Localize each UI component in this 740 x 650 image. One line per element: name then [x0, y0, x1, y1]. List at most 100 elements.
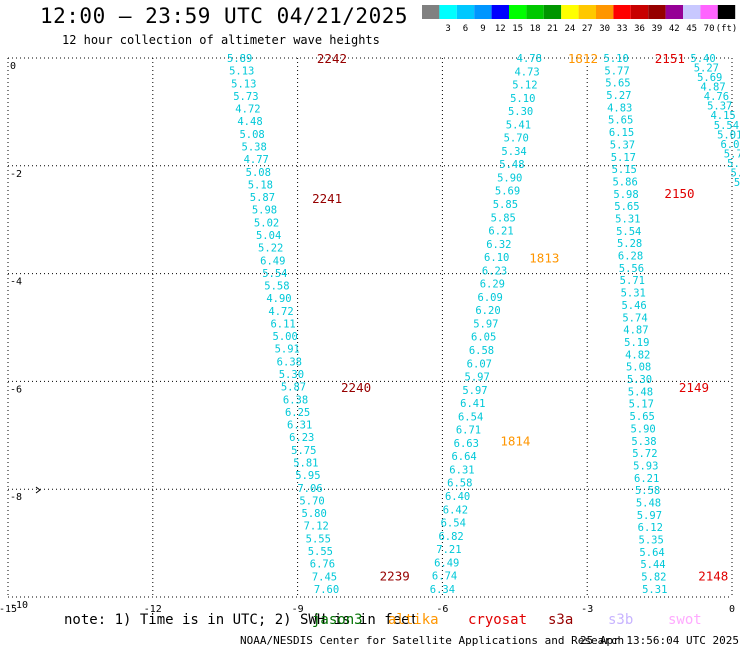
wave-height-value: 4.15	[710, 110, 735, 122]
wave-height-value: 6.76	[310, 559, 335, 571]
wave-height-value: 6.20	[475, 305, 500, 317]
wave-height-value: 6.29	[480, 279, 505, 291]
wave-height-value: 6.23	[289, 432, 314, 444]
pass-number-label[interactable]: 2242	[317, 51, 347, 66]
pass-number-label[interactable]: 2151	[655, 51, 685, 66]
wave-height-value: 4.77	[244, 154, 269, 166]
wave-height-value: 5.08	[246, 167, 271, 179]
wave-height-value: 5.87	[281, 382, 306, 394]
wave-height-value: 5.19	[624, 337, 649, 349]
wave-height-value: 6.09	[478, 292, 503, 304]
wave-height-value: 5.98	[252, 205, 277, 217]
wave-height-value: 5.38	[631, 436, 656, 448]
wave-height-value: 5.80	[302, 508, 327, 520]
wave-height-value: 5.13	[730, 167, 740, 179]
wave-height-value: 5.12	[512, 80, 537, 92]
wave-height-value: 5.89	[227, 53, 252, 65]
wave-height-value: 5.64	[639, 547, 664, 559]
pass-number-label[interactable]: 2150	[664, 186, 694, 201]
wave-height-value: 5.72	[632, 448, 657, 460]
scale-swatch	[596, 5, 614, 19]
wave-height-value: 5.30	[627, 374, 652, 386]
scale-swatch	[509, 5, 527, 19]
wave-height-value: 5.27	[606, 90, 631, 102]
pass-number-label[interactable]: 2241	[312, 191, 342, 206]
wave-height-value: 5.98	[613, 189, 638, 201]
pass-number-label[interactable]: 1814	[500, 434, 530, 449]
wave-height-value: 5.38	[242, 141, 267, 153]
wave-height-value: 7.21	[436, 544, 461, 556]
wave-height-value: 5.81	[293, 458, 318, 470]
wave-height-value: 5.69	[495, 186, 520, 198]
wave-height-value: 5.90	[497, 172, 522, 184]
scale-swatch	[717, 5, 736, 19]
wave-height-value: 5.69	[697, 72, 722, 84]
pass-number-label[interactable]: 1813	[529, 250, 559, 265]
y-tick-label: -8	[10, 492, 22, 503]
wave-height-value: 5.18	[248, 179, 273, 191]
wave-height-value: 5.55	[308, 546, 333, 558]
wave-height-value: 5.82	[641, 572, 666, 584]
wave-height-value: 6.11	[270, 318, 295, 330]
wave-height-value: 7.60	[314, 584, 339, 596]
wave-height-value: 5.30	[279, 369, 304, 381]
wave-height-value: 6.28	[618, 251, 643, 263]
pass-number-label[interactable]: 2239	[380, 568, 410, 583]
y-tick-label: -6	[10, 384, 22, 395]
wave-height-value: 5.37	[707, 101, 732, 113]
x-tick-label: -9	[292, 604, 304, 615]
wave-height-value: 6.58	[447, 478, 472, 490]
wave-height-value: 4.87	[700, 82, 725, 94]
wave-height-value: 5.34	[501, 146, 526, 158]
wave-height-value: 4.82	[625, 349, 650, 361]
wave-height-value: 5.30	[508, 106, 533, 118]
scale-swatch	[561, 5, 579, 19]
scale-swatch	[526, 5, 544, 19]
chart-title: 12:00 — 23:59 UTC 04/21/2025	[40, 4, 409, 28]
pass-number-label[interactable]: 2149	[679, 380, 709, 395]
wave-height-value: 5.97	[465, 372, 490, 384]
wave-height-value: 5.46	[621, 300, 646, 312]
wave-height-value: 6.32	[486, 239, 511, 251]
scale-label: 45	[686, 24, 697, 34]
wave-height-value: 5.01	[717, 129, 740, 141]
wave-height-value: 6.74	[432, 571, 457, 583]
scale-swatch	[630, 5, 649, 19]
wave-height-value: 5.77	[604, 65, 629, 77]
wave-height-value: 5.73	[233, 91, 258, 103]
wave-height-value: 5.35	[639, 535, 664, 547]
wave-height-value: 5.48	[628, 386, 653, 398]
scale-label: 30	[599, 24, 610, 34]
scale-label: 33	[617, 24, 628, 34]
wave-height-value: 5.28	[617, 238, 642, 250]
wave-height-value: 5.10	[604, 53, 629, 65]
wave-height-value: 5.00	[273, 331, 298, 343]
y-tick-label: 0	[10, 61, 16, 72]
scale-label: 27	[582, 24, 593, 34]
satellite-legend-jason3: jason3	[312, 612, 363, 628]
scale-swatch	[648, 5, 666, 19]
scale-label: 70	[704, 24, 715, 34]
pass-number-label[interactable]: 2148	[698, 568, 728, 583]
pass-number-label[interactable]: 2240	[341, 380, 371, 395]
credit-line: NOAA/NESDIS Center for Satellite Applica…	[240, 634, 625, 647]
satellite-legend-swot: swot	[668, 612, 702, 628]
timestamp: 25 Apr 13:56:04 UTC 2025	[580, 634, 739, 647]
wave-height-value: 5.54	[714, 120, 739, 132]
satellite-legend-altika: altika	[388, 612, 439, 628]
wave-height-value: 6.71	[456, 425, 481, 437]
wave-height-value: 5.31	[621, 288, 646, 300]
wave-height-value: 5.08	[239, 129, 264, 141]
coastline-fragment	[35, 486, 41, 494]
wave-height-value: 4.78	[517, 53, 542, 65]
wave-height-value: 5.40	[690, 53, 715, 65]
wave-height-value: 5.75	[291, 445, 316, 457]
wave-height-value: 5.58	[264, 281, 289, 293]
pass-number-label[interactable]: 1812	[568, 51, 598, 66]
wave-height-value: 6.49	[260, 255, 285, 267]
wave-height-value: 6.12	[638, 522, 663, 534]
wave-height-value: 5.31	[642, 584, 667, 596]
wave-height-value: 5.17	[611, 152, 636, 164]
wave-height-value: 5.13	[231, 78, 256, 90]
